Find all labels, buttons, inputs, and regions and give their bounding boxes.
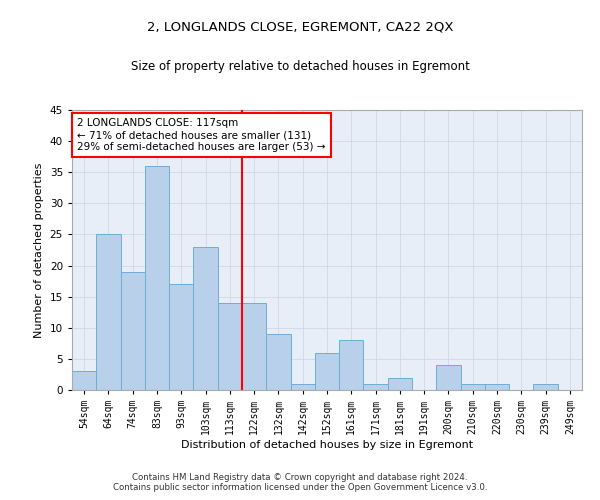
Bar xyxy=(266,334,290,390)
Bar xyxy=(436,365,461,390)
Text: 2, LONGLANDS CLOSE, EGREMONT, CA22 2QX: 2, LONGLANDS CLOSE, EGREMONT, CA22 2QX xyxy=(147,20,453,33)
Bar xyxy=(218,303,242,390)
Text: 2 LONGLANDS CLOSE: 117sqm
← 71% of detached houses are smaller (131)
29% of semi: 2 LONGLANDS CLOSE: 117sqm ← 71% of detac… xyxy=(77,118,326,152)
Bar xyxy=(169,284,193,390)
Bar xyxy=(145,166,169,390)
Text: Size of property relative to detached houses in Egremont: Size of property relative to detached ho… xyxy=(131,60,469,73)
Bar xyxy=(315,352,339,390)
Bar xyxy=(388,378,412,390)
Bar xyxy=(364,384,388,390)
Y-axis label: Number of detached properties: Number of detached properties xyxy=(34,162,44,338)
Bar xyxy=(96,234,121,390)
X-axis label: Distribution of detached houses by size in Egremont: Distribution of detached houses by size … xyxy=(181,440,473,450)
Bar xyxy=(485,384,509,390)
Bar xyxy=(339,340,364,390)
Bar xyxy=(193,247,218,390)
Bar xyxy=(121,272,145,390)
Bar xyxy=(72,372,96,390)
Text: Contains HM Land Registry data © Crown copyright and database right 2024.
Contai: Contains HM Land Registry data © Crown c… xyxy=(113,473,487,492)
Bar xyxy=(242,303,266,390)
Bar xyxy=(290,384,315,390)
Bar xyxy=(533,384,558,390)
Bar xyxy=(461,384,485,390)
